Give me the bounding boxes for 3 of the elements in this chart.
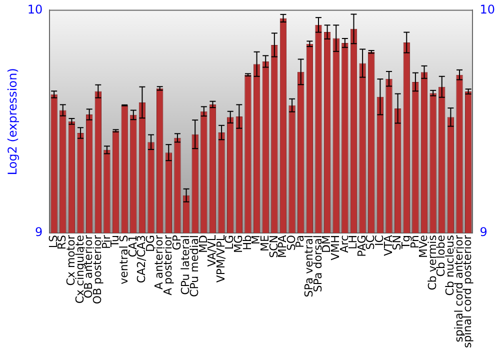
- y2-tick-label: 10: [480, 2, 496, 16]
- y-axis-title: Log2 (expression): [5, 68, 20, 176]
- y2-tick-label: 9: [480, 225, 488, 240]
